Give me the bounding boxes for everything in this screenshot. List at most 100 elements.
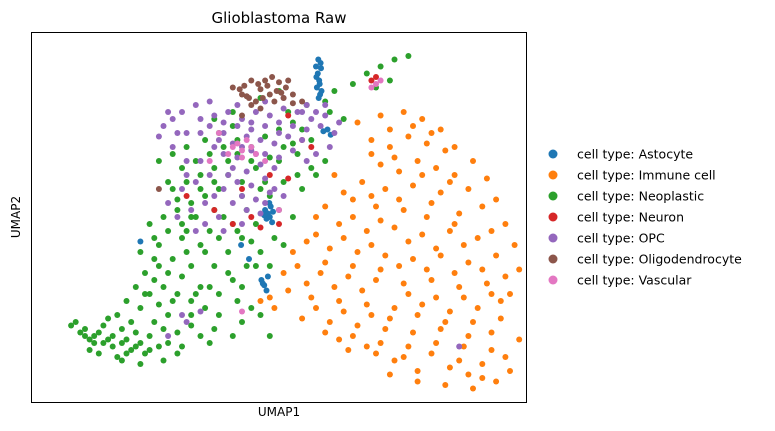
point-4-13 [234, 123, 241, 129]
point-2-20 [86, 336, 93, 343]
point-2-101 [91, 340, 98, 346]
point-4-89 [239, 221, 245, 227]
point-2-3 [109, 333, 116, 339]
point-4-29 [234, 154, 241, 161]
point-2-144 [155, 158, 162, 164]
point-6-10 [368, 84, 375, 91]
point-2-82 [294, 172, 301, 178]
point-2-149 [239, 284, 245, 290]
x-axis-label: UMAP1 [258, 405, 300, 419]
point-2-31 [142, 270, 148, 276]
point-5-9 [276, 79, 282, 86]
point-2-168 [179, 343, 185, 350]
point-2-162 [105, 315, 112, 322]
point-1-53 [474, 305, 481, 311]
point-2-5 [137, 340, 144, 346]
point-4-57 [183, 130, 190, 136]
point-2-108 [169, 298, 176, 304]
point-2-41 [206, 228, 213, 234]
point-2-176 [289, 140, 296, 147]
point-2-2 [95, 329, 102, 336]
point-0-25 [264, 273, 271, 280]
point-2-150 [266, 263, 273, 269]
point-2-4 [123, 336, 130, 343]
point-1-29 [303, 238, 310, 245]
point-2-104 [72, 319, 79, 325]
point-1-61 [437, 326, 444, 332]
point-2-159 [142, 291, 148, 297]
point-2-36 [137, 249, 144, 255]
point-1-120 [479, 266, 486, 273]
legend-label-5: cell type: Oligodendrocyte [577, 252, 742, 267]
point-1-125 [433, 294, 440, 301]
point-3-8 [285, 175, 292, 182]
point-1-39 [345, 273, 352, 280]
point-1-118 [423, 266, 430, 273]
point-2-64 [192, 158, 199, 164]
point-2-71 [229, 123, 236, 129]
point-0-20 [269, 219, 276, 226]
point-1-132 [414, 312, 421, 318]
point-4-50 [174, 214, 181, 220]
point-2-48 [169, 186, 176, 192]
point-4-99 [456, 343, 463, 350]
point-2-123 [299, 186, 306, 192]
point-2-79 [252, 221, 259, 227]
point-2-87 [243, 263, 250, 269]
point-4-6 [280, 105, 287, 112]
point-2-10 [132, 343, 139, 350]
point-3-5 [368, 77, 375, 84]
point-2-179 [220, 214, 227, 220]
point-1-4 [442, 147, 449, 154]
legend: cell type: Astocyte cell type: Immune cel… [548, 147, 742, 288]
point-0-17 [270, 208, 276, 215]
point-2-33 [169, 256, 176, 262]
point-1-124 [405, 291, 412, 297]
point-1-134 [470, 319, 476, 325]
point-4-24 [257, 137, 264, 143]
point-1-9 [451, 172, 458, 178]
point-2-114 [211, 263, 218, 269]
point-1-111 [433, 245, 440, 252]
point-2-163 [86, 347, 93, 353]
point-2-14 [188, 322, 195, 329]
point-4-48 [202, 200, 209, 206]
point-1-75 [446, 364, 453, 371]
point-1-121 [322, 259, 329, 266]
point-1-92 [507, 291, 513, 297]
point-4-42 [252, 196, 259, 203]
point-2-93 [202, 305, 209, 311]
legend-item-6: cell type: Vascular [548, 273, 692, 288]
point-2-119 [188, 214, 195, 220]
point-2-169 [197, 333, 204, 339]
point-2-137 [386, 77, 393, 84]
point-1-150 [280, 270, 287, 276]
point-4-4 [252, 109, 259, 115]
point-2-74 [215, 235, 222, 241]
point-1-140 [377, 340, 384, 346]
point-2-65 [206, 151, 213, 157]
point-2-135 [405, 53, 412, 59]
point-1-23 [336, 221, 343, 227]
legend-marker-6 [548, 275, 558, 285]
point-1-147 [442, 382, 449, 388]
point-2-34 [183, 249, 190, 255]
point-2-18 [114, 354, 121, 360]
point-2-156 [206, 284, 213, 290]
point-5-2 [252, 98, 259, 105]
point-2-57 [294, 151, 301, 157]
point-1-79 [336, 336, 343, 343]
point-5-23 [248, 102, 255, 108]
point-2-6 [77, 329, 84, 336]
point-1-99 [391, 154, 398, 161]
point-4-0 [197, 116, 204, 122]
point-2-46 [202, 193, 209, 199]
point-2-157 [192, 291, 199, 297]
point-4-32 [276, 154, 282, 161]
point-2-110 [165, 270, 172, 276]
point-2-107 [155, 301, 162, 308]
point-2-60 [262, 133, 269, 140]
point-4-44 [243, 207, 250, 213]
point-4-47 [211, 193, 218, 199]
point-0-16 [266, 214, 273, 220]
